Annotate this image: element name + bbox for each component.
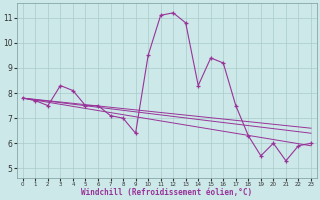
X-axis label: Windchill (Refroidissement éolien,°C): Windchill (Refroidissement éolien,°C) (81, 188, 252, 197)
